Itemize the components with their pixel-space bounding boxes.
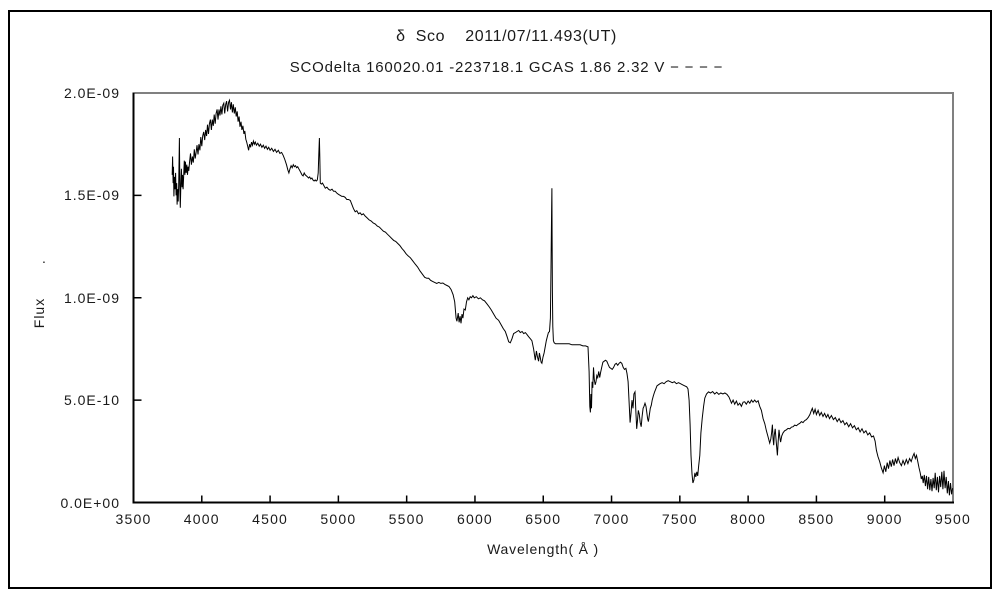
spectrum-line [171, 98, 954, 496]
x-tick-label: 7000 [593, 511, 630, 527]
x-tick-label: 3500 [115, 511, 152, 527]
x-tick-label: 6500 [525, 511, 562, 527]
plot-frame [132, 92, 954, 504]
x-tick-label: 5000 [320, 511, 357, 527]
plot-title: δ Sco 2011/07/11.493(UT) [396, 28, 617, 45]
x-tick-label: 6000 [456, 511, 493, 527]
y-axis-title-dot: . [42, 250, 46, 266]
x-tick-label: 9500 [935, 511, 971, 527]
y-tick-label: 1.0E-09 [63, 289, 120, 306]
x-tick-label: 4000 [183, 511, 220, 527]
plot-subtitle: SCOdelta 160020.01 -223718.1 GCAS 1.86 2… [289, 59, 724, 76]
x-tick-label: 7500 [661, 511, 698, 527]
x-tick-label: 9000 [866, 511, 903, 527]
y-tick-label: 5.0E-10 [63, 392, 120, 409]
x-tick-label: 5500 [388, 511, 425, 527]
y-tick-label: 0.0E+00 [60, 494, 120, 511]
y-tick-label: 2.0E-09 [63, 85, 120, 101]
x-tick-label: 8000 [730, 511, 767, 527]
x-axis-title: Wavelength( Å ) [487, 541, 599, 557]
y-tick-label: 1.5E-09 [63, 187, 120, 204]
x-tick-label: 4500 [252, 511, 289, 527]
x-tick-label: 8500 [798, 511, 835, 527]
